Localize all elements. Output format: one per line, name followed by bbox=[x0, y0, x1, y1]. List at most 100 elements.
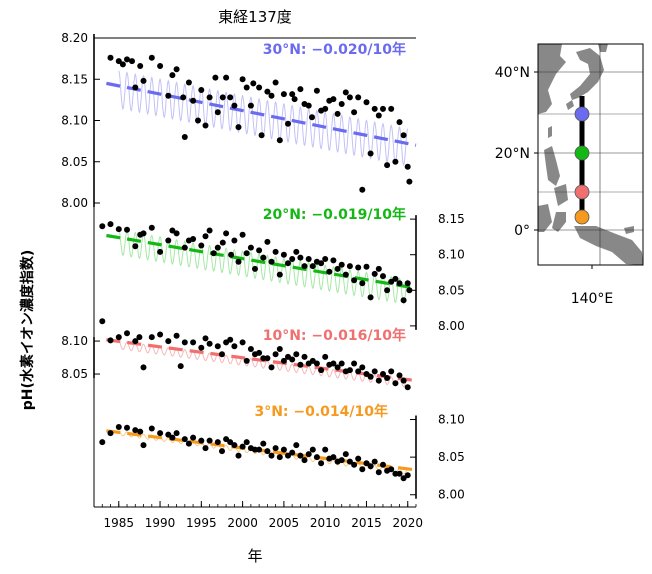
panel-20deg-N: 8.00 8.05 8.10 8.15 20°N: −0.019/10年 bbox=[99, 206, 465, 333]
data-point bbox=[322, 105, 329, 112]
data-point bbox=[119, 61, 126, 68]
data-point bbox=[198, 437, 205, 444]
data-point bbox=[342, 89, 349, 96]
data-point bbox=[272, 445, 279, 452]
data-point bbox=[219, 351, 225, 358]
data-point bbox=[256, 446, 263, 453]
data-point bbox=[301, 457, 308, 464]
data-point bbox=[219, 448, 225, 455]
data-point bbox=[355, 455, 362, 462]
data-point bbox=[258, 132, 265, 139]
lat-label: 40°N bbox=[495, 65, 530, 81]
data-point bbox=[338, 101, 345, 107]
data-point bbox=[318, 460, 325, 467]
data-point bbox=[252, 446, 258, 453]
data-point bbox=[124, 226, 130, 233]
data-point bbox=[330, 96, 337, 103]
y-tick-label: 8.00 bbox=[61, 196, 88, 210]
data-point bbox=[190, 434, 197, 441]
data-point bbox=[202, 445, 209, 452]
data-point bbox=[260, 355, 267, 362]
data-point bbox=[157, 430, 164, 437]
data-point bbox=[124, 330, 130, 337]
y-tick-label: 8.05 bbox=[61, 155, 88, 169]
data-point bbox=[190, 339, 197, 346]
data-point bbox=[375, 112, 382, 119]
trend-line bbox=[106, 81, 417, 147]
data-point bbox=[157, 248, 164, 255]
data-point bbox=[272, 79, 279, 86]
data-point bbox=[165, 338, 172, 345]
data-point bbox=[289, 356, 296, 363]
data-point bbox=[380, 371, 386, 377]
data-point bbox=[280, 446, 287, 453]
data-point bbox=[268, 92, 275, 99]
data-point bbox=[264, 448, 271, 455]
data-point bbox=[115, 58, 122, 65]
data-point bbox=[223, 230, 230, 237]
y-tick-label: 8.05 bbox=[438, 450, 465, 464]
data-point bbox=[132, 84, 139, 91]
data-point bbox=[359, 364, 366, 371]
data-point bbox=[375, 265, 382, 272]
data-point bbox=[181, 436, 188, 443]
data-point bbox=[256, 247, 263, 254]
data-point bbox=[219, 94, 226, 101]
data-point bbox=[107, 430, 114, 437]
new-guinea-landmass bbox=[574, 226, 643, 265]
data-point bbox=[351, 277, 358, 284]
data-point bbox=[206, 94, 213, 101]
y-tick-label: 8.10 bbox=[438, 413, 465, 427]
y-tick-label: 8.15 bbox=[61, 72, 88, 86]
data-point bbox=[289, 91, 296, 98]
data-point bbox=[346, 367, 353, 374]
lat-label: 0° bbox=[514, 223, 530, 239]
data-point bbox=[272, 351, 279, 358]
data-point bbox=[210, 250, 217, 257]
panel-10deg-N: 8.05 8.10 10°N: −0.016/10年 bbox=[61, 318, 417, 391]
data-point bbox=[137, 63, 144, 69]
data-point bbox=[212, 74, 219, 81]
sulawesi-landmass bbox=[552, 212, 566, 232]
data-point bbox=[99, 223, 106, 230]
trend-label: 3°N: −0.014/10年 bbox=[254, 403, 388, 420]
japan-landmass bbox=[570, 48, 604, 100]
y-tick-label: 8.10 bbox=[438, 248, 465, 262]
data-point bbox=[140, 442, 147, 449]
data-point bbox=[280, 91, 287, 98]
data-point bbox=[276, 137, 283, 144]
data-point bbox=[181, 244, 188, 251]
data-point bbox=[351, 360, 358, 367]
data-point bbox=[157, 331, 164, 338]
data-point bbox=[198, 242, 205, 249]
data-point bbox=[293, 248, 300, 255]
data-point bbox=[132, 427, 139, 434]
data-point bbox=[396, 119, 403, 126]
data-point bbox=[247, 244, 254, 251]
data-point bbox=[406, 287, 413, 294]
data-point bbox=[276, 346, 283, 352]
data-point bbox=[363, 460, 370, 467]
data-point bbox=[355, 368, 362, 375]
asia-landmass bbox=[538, 44, 566, 114]
data-point bbox=[107, 221, 114, 228]
x-tick-label: 2010 bbox=[310, 516, 341, 530]
data-point bbox=[330, 257, 337, 264]
data-point bbox=[180, 94, 187, 101]
data-point bbox=[165, 237, 172, 244]
data-point bbox=[107, 54, 114, 61]
data-point bbox=[375, 469, 382, 476]
data-point bbox=[388, 278, 395, 285]
trend-label: 20°N: −0.019/10年 bbox=[263, 206, 406, 223]
y-tick-label: 8.00 bbox=[438, 488, 465, 502]
y-tick-label: 8.10 bbox=[61, 114, 88, 128]
data-point bbox=[359, 186, 366, 193]
data-point bbox=[338, 360, 345, 367]
data-point bbox=[285, 120, 291, 127]
lon-label: 140°E bbox=[571, 291, 614, 307]
data-point bbox=[148, 224, 155, 231]
data-point bbox=[367, 463, 374, 470]
data-point bbox=[291, 96, 298, 103]
data-point bbox=[243, 357, 250, 364]
